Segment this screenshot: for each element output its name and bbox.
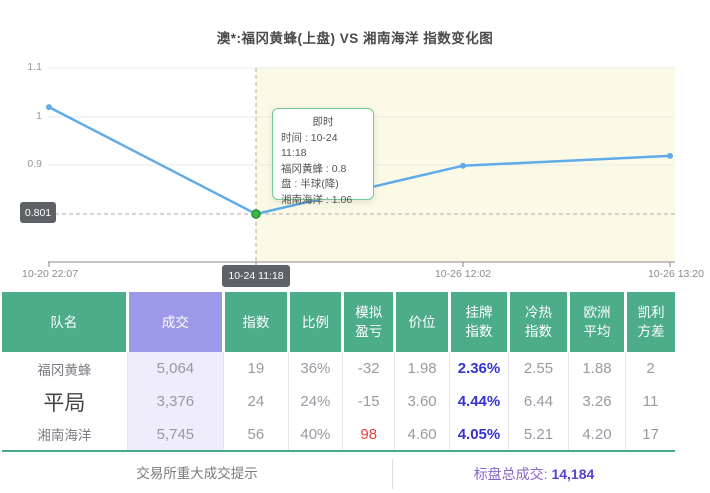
index-change-chart[interactable]: 1.1 1 0.9 0.801 即时 时间 : 10-24 11:18 福冈黄蜂… bbox=[0, 55, 710, 292]
exchange-notice-link[interactable]: 交易所重大成交提示 bbox=[2, 459, 393, 489]
sim-pnl-cell: -15 bbox=[342, 385, 395, 418]
col-header-hot-index: 冷热 指数 bbox=[507, 292, 569, 352]
ratio-cell: 36% bbox=[287, 352, 343, 385]
col-header-euro-avg: 欧洲 平均 bbox=[566, 292, 626, 352]
volume-cell: 5,745 bbox=[126, 418, 224, 451]
data-point[interactable] bbox=[667, 152, 673, 159]
col-header-kelly-var: 凯利 方差 bbox=[624, 292, 675, 352]
col-header-listed-index: 挂牌 指数 bbox=[447, 292, 509, 352]
x-axis-label: 10-26 13:20 bbox=[647, 268, 704, 280]
euro-avg-cell: 1.88 bbox=[567, 352, 626, 385]
selected-x-label-badge: 10-24 11:18 bbox=[222, 265, 290, 287]
col-header-price: 价位 bbox=[393, 292, 450, 352]
data-points bbox=[46, 104, 673, 219]
tooltip-away-odds: 湘南海洋 : 1.06 bbox=[281, 193, 353, 206]
chart-tooltip: 即时 时间 : 10-24 11:18 福冈黄蜂 : 0.8 盘 : 半球(降)… bbox=[272, 108, 374, 206]
y-axis-tick: 1 bbox=[36, 110, 42, 122]
data-point[interactable] bbox=[46, 104, 52, 111]
euro-avg-cell: 4.20 bbox=[567, 418, 626, 451]
index-cell: 19 bbox=[223, 352, 289, 385]
listed-index-link[interactable]: 4.05% bbox=[448, 418, 509, 451]
tooltip-time: 时间 : 10-24 11:18 bbox=[281, 131, 338, 160]
ratio-cell: 24% bbox=[287, 385, 343, 418]
hot-index-cell: 5.21 bbox=[508, 418, 569, 451]
kelly-var-cell: 17 bbox=[625, 418, 675, 451]
price-cell: 4.60 bbox=[394, 418, 450, 451]
team-name: 平局 bbox=[43, 391, 86, 415]
total-volume-value: 14,184 bbox=[551, 466, 595, 482]
ratio-cell: 40% bbox=[287, 418, 343, 451]
x-axis-label: 10-26 12:02 bbox=[434, 268, 492, 280]
x-axis-label: 10-20 22:07 bbox=[22, 268, 79, 280]
total-volume-label: 标盘总成交: bbox=[473, 466, 548, 482]
table-row-draw: 平局 3,376 24 24% -15 3.60 4.44% 6.44 3.26… bbox=[2, 385, 675, 418]
y-axis-tick: 1.1 bbox=[27, 61, 42, 73]
tooltip-title: 即时 bbox=[312, 116, 334, 128]
data-point[interactable] bbox=[460, 162, 466, 169]
sim-pnl-cell: 98 bbox=[342, 418, 395, 451]
listed-index-link[interactable]: 4.44% bbox=[448, 385, 509, 418]
team-name: 福冈黄蜂 bbox=[37, 362, 92, 378]
page-title: 澳*:福冈黄蜂(上盘) VS 湘南海洋 指数变化图 bbox=[216, 31, 494, 46]
current-value-badge: 0.801 bbox=[20, 202, 56, 223]
table-row-away: 湘南海洋 5,745 56 40% 98 4.60 4.05% 5.21 4.2… bbox=[2, 418, 675, 451]
col-header-index: 指数 bbox=[222, 292, 289, 352]
odds-table: 队名 成交 指数 比例 模拟 盈亏 价位 挂牌 指数 冷热 指数 欧洲 平均 凯利 方差 … bbox=[2, 292, 675, 452]
y-axis-tick: 0.9 bbox=[27, 158, 42, 170]
euro-avg-cell: 3.26 bbox=[567, 385, 626, 418]
selected-data-point[interactable] bbox=[251, 209, 261, 219]
table-header-row: 队名 成交 指数 比例 模拟 盈亏 价位 挂牌 指数 冷热 指数 欧洲 平均 凯利 方差 bbox=[2, 292, 675, 352]
kelly-var-cell: 11 bbox=[625, 385, 675, 418]
listed-index-link[interactable]: 2.36% bbox=[448, 352, 509, 385]
table-footer: 交易所重大成交提示 标盘总成交: 14,184 bbox=[2, 457, 675, 491]
total-volume: 标盘总成交: 14,184 bbox=[393, 464, 675, 484]
sim-pnl-cell: -32 bbox=[342, 352, 395, 385]
col-header-sim-pnl: 模拟 盈亏 bbox=[341, 292, 395, 352]
col-header-team: 队名 bbox=[2, 292, 128, 352]
index-cell: 56 bbox=[223, 418, 289, 451]
col-header-volume: 成交 bbox=[125, 292, 224, 352]
hot-index-cell: 6.44 bbox=[508, 385, 569, 418]
tooltip-home-odds: 福冈黄蜂 : 0.8 bbox=[281, 162, 347, 175]
tooltip-handicap: 盘 : 半球(降) bbox=[281, 178, 339, 190]
col-header-ratio: 比例 bbox=[286, 292, 343, 352]
price-cell: 1.98 bbox=[394, 352, 450, 385]
index-cell: 24 bbox=[223, 385, 289, 418]
hot-index-cell: 2.55 bbox=[508, 352, 569, 385]
table-row-home: 福冈黄蜂 5,064 19 36% -32 1.98 2.36% 2.55 1.… bbox=[2, 352, 675, 385]
team-name: 湘南海洋 bbox=[37, 428, 92, 443]
volume-cell: 5,064 bbox=[126, 352, 224, 385]
volume-cell: 3,376 bbox=[126, 385, 224, 418]
price-cell: 3.60 bbox=[394, 385, 450, 418]
kelly-var-cell: 2 bbox=[625, 352, 675, 385]
